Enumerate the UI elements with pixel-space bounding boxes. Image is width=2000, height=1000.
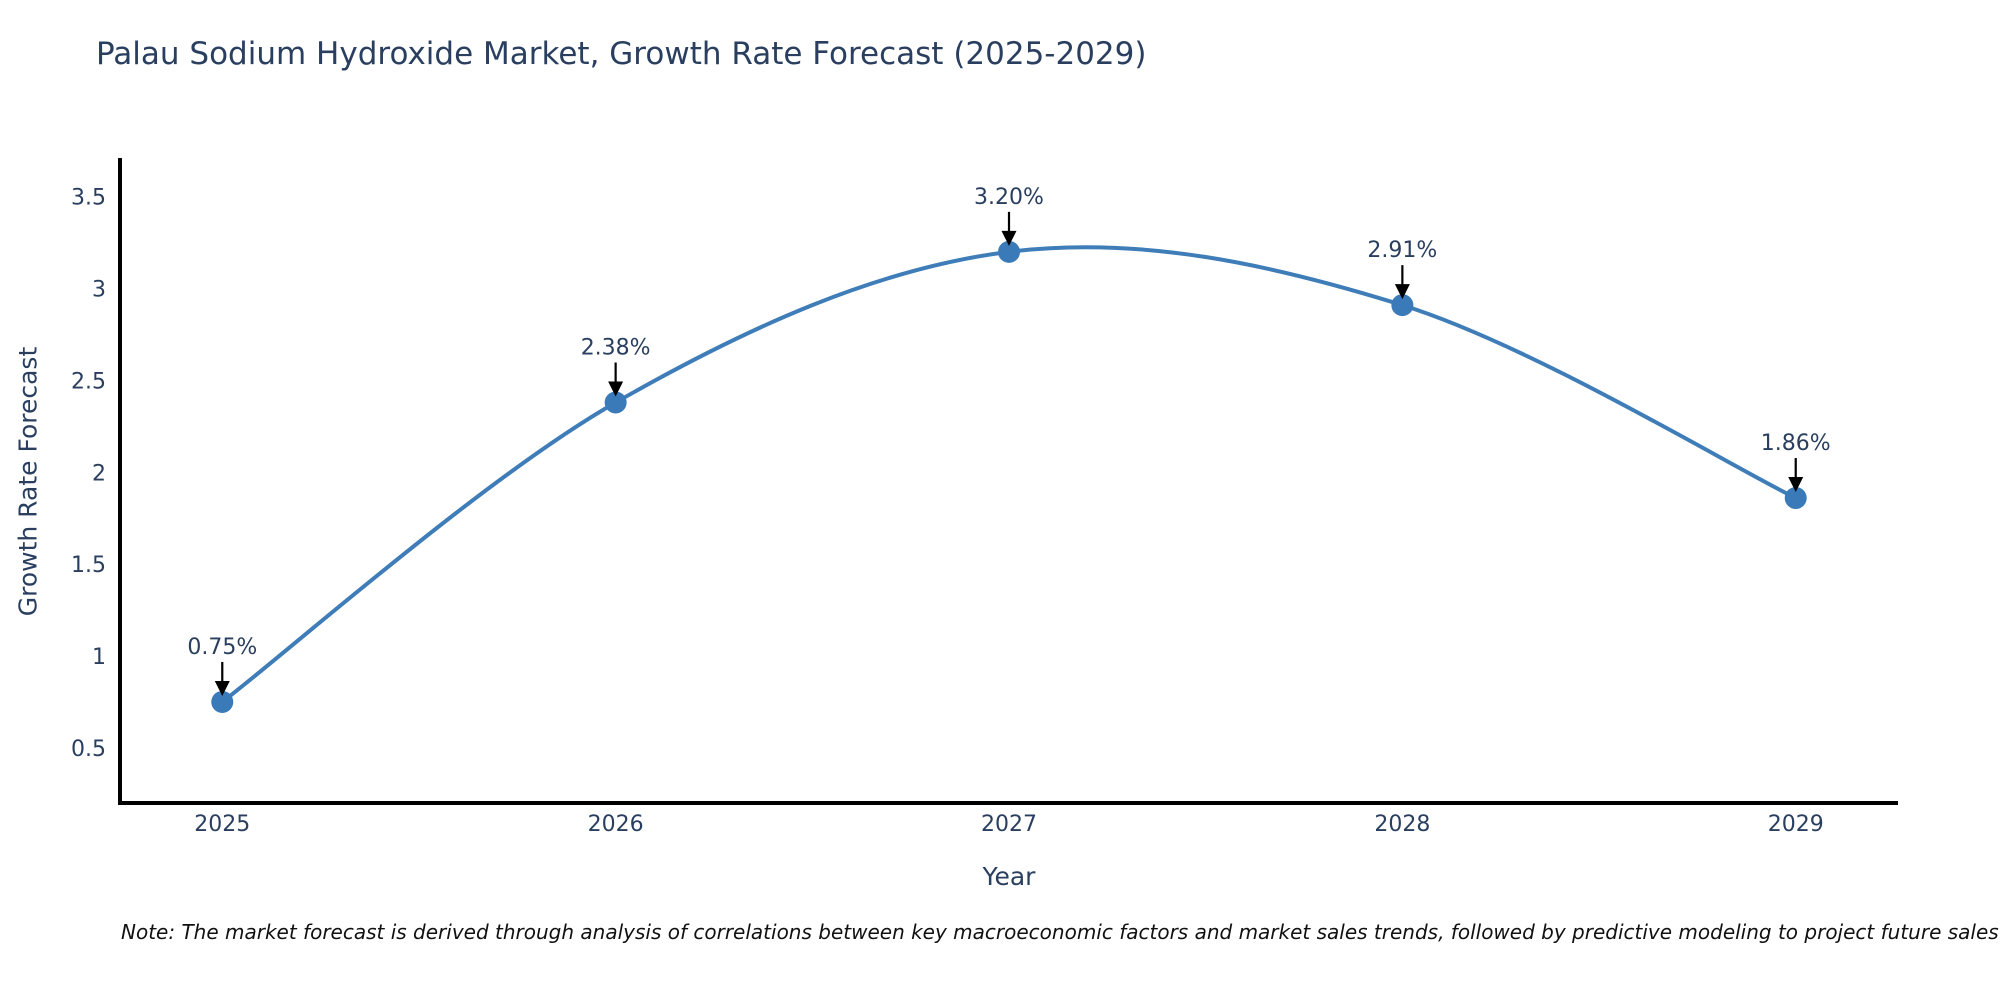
forecast-line bbox=[220, 245, 1798, 704]
y-tick-label: 1.5 bbox=[71, 553, 106, 578]
footnote: Note: The market forecast is derived thr… bbox=[121, 920, 1999, 944]
annotation-arrowhead-icon bbox=[214, 680, 230, 696]
data-point-label: 2.38% bbox=[581, 336, 651, 361]
x-tick-label: 2027 bbox=[981, 812, 1037, 837]
x-tick-label: 2028 bbox=[1374, 812, 1430, 837]
y-tick-label: 3.5 bbox=[71, 186, 106, 211]
x-tick-label: 2029 bbox=[1768, 812, 1824, 837]
annotation-arrowhead-icon bbox=[1001, 230, 1017, 246]
x-axis-title: Year bbox=[982, 862, 1036, 891]
data-point-marker bbox=[211, 690, 234, 713]
data-point-label: 2.91% bbox=[1367, 238, 1437, 263]
y-tick-label: 1 bbox=[92, 645, 106, 670]
data-point-marker bbox=[998, 240, 1020, 263]
data-point-label: 0.75% bbox=[187, 635, 257, 660]
annotation-arrowhead-icon bbox=[1788, 477, 1804, 493]
data-point-marker bbox=[1784, 487, 1807, 510]
annotation-arrowhead-icon bbox=[1394, 284, 1410, 300]
data-point-label: 1.86% bbox=[1761, 431, 1831, 456]
y-axis-title: Growth Rate Forecast bbox=[13, 346, 43, 617]
y-tick-label: 2.5 bbox=[71, 369, 106, 394]
chart-title: Palau Sodium Hydroxide Market, Growth Ra… bbox=[96, 36, 1147, 72]
x-tick-label: 2025 bbox=[194, 812, 250, 837]
data-point-marker bbox=[1391, 294, 1414, 317]
data-point-marker bbox=[604, 391, 627, 414]
x-tick-label: 2026 bbox=[588, 812, 644, 837]
y-tick-label: 3 bbox=[92, 278, 106, 303]
data-point-label: 3.20% bbox=[974, 185, 1044, 210]
y-tick-label: 0.5 bbox=[71, 737, 106, 762]
y-tick-label: 2 bbox=[92, 461, 106, 486]
annotation-arrowhead-icon bbox=[608, 381, 624, 397]
